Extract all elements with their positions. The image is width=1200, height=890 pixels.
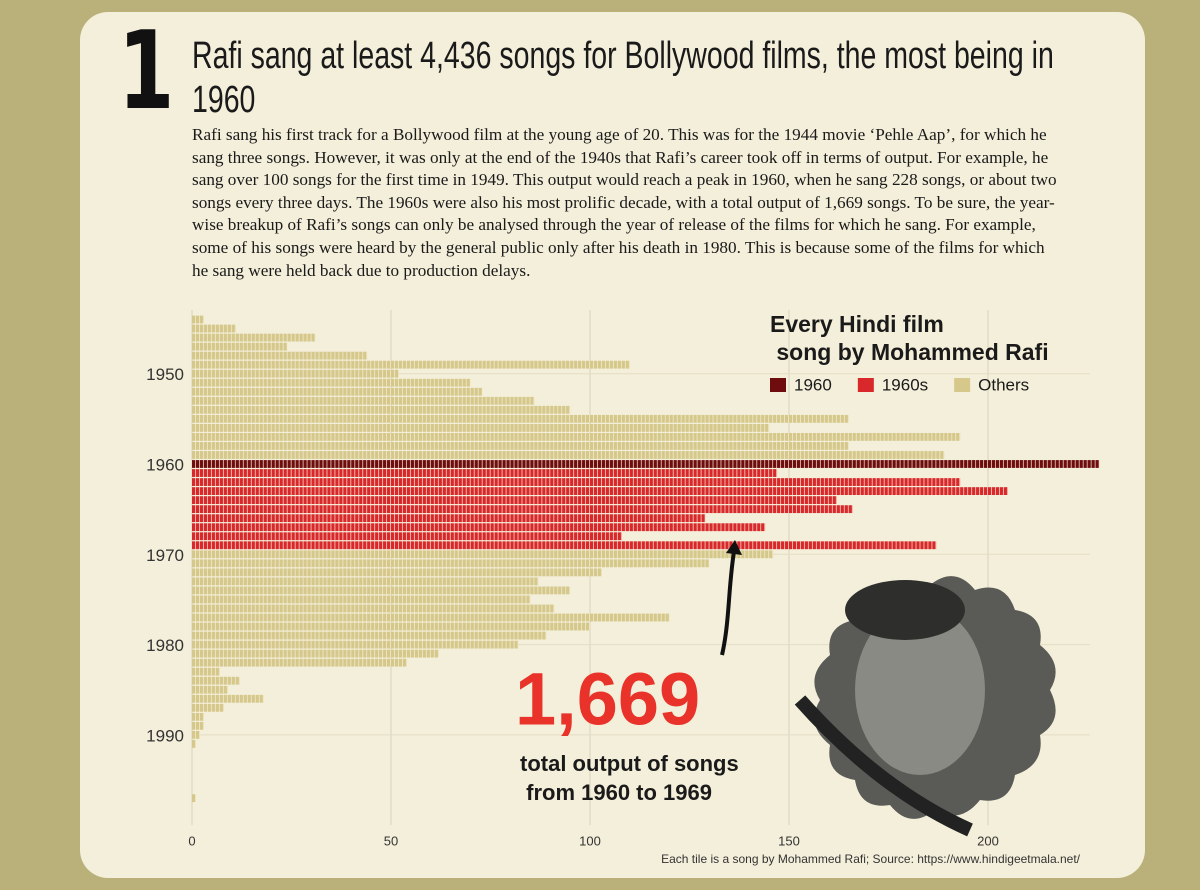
annotation-arrowhead (726, 540, 742, 555)
bar (192, 496, 837, 505)
legend-swatch (954, 378, 971, 392)
bar (192, 559, 710, 568)
bar (192, 794, 196, 803)
bar (192, 378, 471, 387)
bar (192, 658, 407, 667)
bar (192, 532, 622, 541)
bar (192, 523, 766, 532)
bar (192, 505, 853, 514)
bar (192, 550, 774, 559)
annotation-value: 1,669 (515, 658, 700, 741)
bar (192, 360, 630, 369)
x-tick-label: 0 (188, 833, 195, 848)
photo-placeholder (794, 576, 1056, 837)
annotation-text: total output of songs from 1960 to 1969 (520, 751, 739, 805)
bar (192, 514, 706, 523)
bar (192, 595, 531, 604)
legend-swatch (857, 378, 874, 392)
bar (192, 369, 399, 378)
x-tick-label: 150 (778, 833, 800, 848)
bar (192, 694, 264, 703)
bar (192, 703, 224, 712)
bar (192, 387, 483, 396)
y-tick-label: 1970 (146, 546, 184, 565)
bar (192, 414, 849, 423)
bar (192, 685, 228, 694)
bar (192, 577, 539, 586)
photo-face (855, 605, 985, 775)
bar (192, 541, 937, 550)
bar (192, 324, 236, 333)
bar (192, 740, 196, 748)
x-tick-label: 200 (977, 833, 999, 848)
bar (192, 721, 204, 730)
bar (192, 568, 602, 577)
chart-subtitle: Rafi sang his first track for a Bollywoo… (192, 125, 1057, 280)
bar (192, 469, 778, 477)
bar (192, 487, 1008, 495)
bar (192, 405, 571, 414)
x-tick-label: 100 (579, 833, 601, 848)
x-tick-label: 50 (384, 833, 398, 848)
bar (192, 432, 961, 441)
photo-instrument (794, 695, 973, 837)
bar (192, 342, 288, 351)
y-tick-label: 1980 (146, 636, 184, 655)
y-tick-label: 1960 (146, 455, 184, 474)
legend-label: Others (978, 375, 1029, 394)
bar (192, 730, 200, 739)
bar (192, 351, 368, 360)
bar (192, 460, 1100, 468)
bar (192, 451, 945, 459)
bar (192, 333, 316, 342)
source-note: Each tile is a song by Mohammed Rafi; So… (661, 852, 1081, 866)
bar (192, 613, 670, 622)
y-tick-label: 1990 (146, 726, 184, 745)
bar (192, 667, 220, 676)
bar (192, 649, 439, 658)
bar (192, 631, 547, 640)
bar (192, 622, 590, 631)
bar (192, 640, 519, 649)
bar (192, 712, 204, 721)
bar (192, 423, 770, 432)
photo-hair (845, 580, 965, 640)
legend-swatch (770, 378, 786, 392)
bar (192, 478, 961, 486)
bar (192, 676, 240, 685)
legend-title: Every Hindi film song by Mohammed Rafi (770, 311, 1049, 365)
chart-title: Rafi sang at least 4,436 songs for Bolly… (192, 35, 1054, 121)
bar (192, 315, 204, 324)
bar (192, 396, 535, 405)
bar (192, 604, 555, 613)
section-number: 1 (118, 9, 175, 134)
y-tick-label: 1950 (146, 365, 184, 384)
legend-label: 1960 (794, 375, 832, 394)
legend-label: 1960s (882, 375, 928, 394)
bar (192, 586, 571, 595)
annotation-arrow (720, 544, 737, 656)
bar (192, 442, 849, 450)
